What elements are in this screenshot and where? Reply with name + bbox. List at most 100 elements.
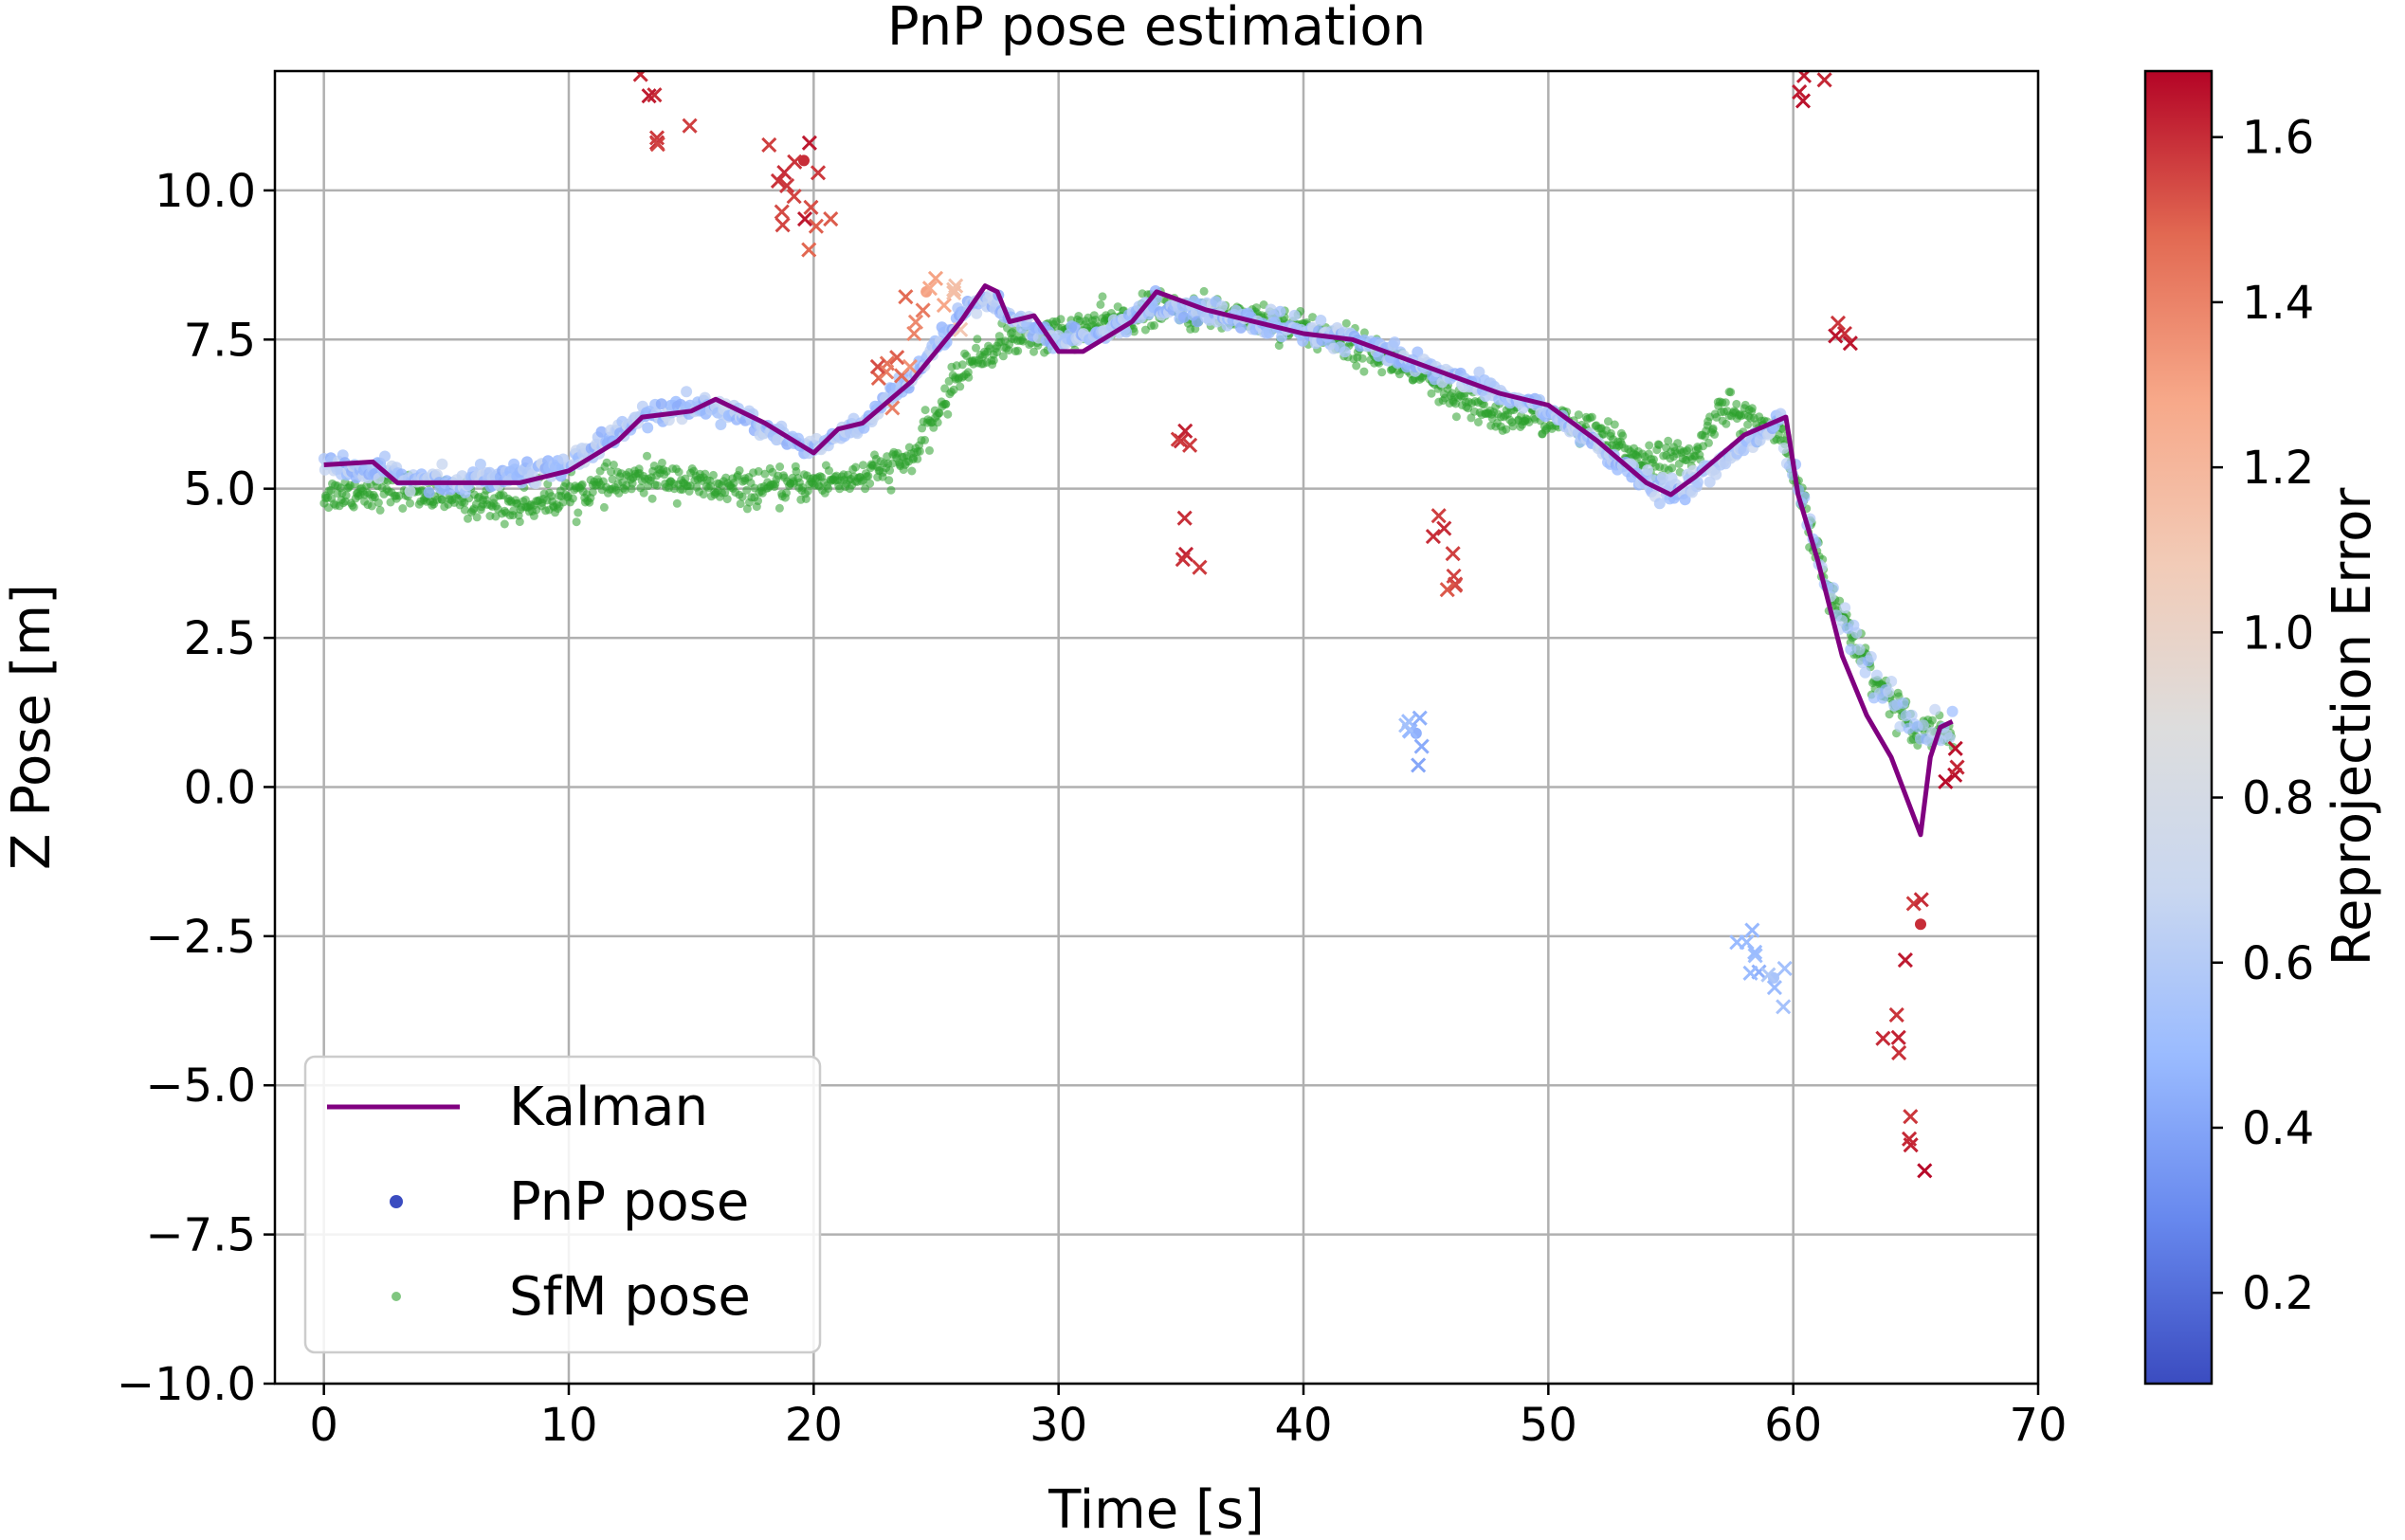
pnp-outlier-marker — [936, 298, 952, 314]
pnp-points-layer — [318, 71, 1965, 1179]
pnp-outlier-marker — [1828, 328, 1844, 344]
sfm-point — [1574, 410, 1583, 420]
pnp-outlier-marker — [1430, 508, 1447, 524]
pnp-point — [1870, 669, 1883, 681]
pnp-point — [1473, 366, 1485, 378]
pnp-outlier-marker — [787, 154, 803, 170]
sfm-point — [1667, 463, 1677, 473]
sfm-point — [1732, 399, 1741, 408]
pnp-point — [1917, 719, 1929, 732]
sfm-point — [1604, 417, 1612, 426]
pnp-outlier-marker — [1425, 528, 1441, 545]
sfm-point — [907, 466, 917, 476]
sfm-point — [1618, 431, 1628, 441]
sfm-point — [607, 467, 615, 477]
sfm-point — [674, 467, 683, 477]
sfm-point — [1654, 441, 1664, 449]
pnp-outlier-marker — [946, 284, 962, 300]
sfm-point — [1427, 389, 1436, 398]
sfm-point — [1091, 316, 1100, 324]
pnp-outlier-marker — [1747, 948, 1763, 964]
sfm-point — [437, 495, 446, 504]
sfm-point — [1685, 444, 1694, 453]
sfm-point — [472, 513, 482, 522]
pnp-outlier-marker — [779, 177, 795, 194]
pnp-point — [1929, 703, 1941, 716]
kalman-line — [323, 283, 1954, 838]
colorbar-tick-label: 1.2 — [2242, 442, 2314, 495]
pnp-outlier-marker — [1446, 568, 1462, 584]
pnp-point — [1894, 720, 1906, 733]
sfm-point — [643, 451, 651, 461]
sfm-point — [1377, 368, 1387, 377]
sfm-point — [647, 494, 657, 503]
sfm-point — [657, 458, 666, 467]
pnp-point — [1886, 676, 1898, 687]
pnp-point — [595, 426, 608, 438]
x-tick-label: 50 — [1520, 1399, 1577, 1452]
sfm-point — [1587, 412, 1596, 422]
sfm-point — [1029, 347, 1038, 356]
sfm-point — [1150, 320, 1159, 330]
x-tick-label: 70 — [2009, 1399, 2067, 1452]
pnp-outlier-marker — [786, 189, 802, 205]
pnp-outlier-marker — [1830, 315, 1847, 331]
sfm-point — [1722, 419, 1731, 428]
pnp-outlier-marker — [1413, 738, 1430, 754]
legend-pnp-label: PnP pose — [509, 1171, 749, 1233]
x-tick-label: 30 — [1029, 1399, 1087, 1452]
x-axis-label: Time [s] — [1048, 1479, 1265, 1540]
sfm-point — [1056, 315, 1066, 324]
sfm-point — [577, 480, 587, 489]
pnp-outlier-point — [1915, 918, 1926, 931]
sfm-point — [944, 376, 954, 386]
x-tick-label: 10 — [539, 1399, 597, 1452]
sfm-point — [920, 406, 930, 415]
legend-box — [303, 1055, 822, 1354]
sfm-point — [672, 498, 682, 508]
pnp-point — [1389, 336, 1401, 349]
sfm-point — [574, 508, 583, 517]
sfm-point — [998, 352, 1008, 361]
y-tick-label: 2.5 — [184, 612, 256, 665]
sfm-point — [792, 466, 801, 476]
pnp-outlier-marker — [648, 130, 665, 146]
sfm-point — [1359, 328, 1369, 337]
pnp-outlier-marker — [1747, 944, 1763, 960]
colorbar-label: Reprojection Error — [2322, 487, 2383, 967]
pnp-outlier-marker — [801, 135, 817, 151]
sfm-point — [884, 476, 894, 485]
colorbar-tick-label: 0.8 — [2242, 772, 2314, 825]
pnp-point — [715, 419, 727, 430]
sfm-point — [865, 479, 875, 488]
pnp-outlier-marker — [803, 199, 819, 215]
x-tick-label: 0 — [309, 1399, 338, 1452]
sfm-point — [825, 466, 833, 476]
sfm-point — [1129, 327, 1139, 336]
pnp-point — [1642, 464, 1653, 476]
x-tick-label: 40 — [1274, 1399, 1332, 1452]
sfm-point — [1502, 425, 1511, 434]
pnp-point — [1192, 316, 1203, 328]
pnp-point — [1653, 498, 1666, 510]
sfm-point — [933, 418, 942, 427]
sfm-point — [1352, 361, 1361, 371]
y-tick-label: −2.5 — [145, 911, 256, 964]
pnp-outlier-marker — [1439, 582, 1455, 598]
sfm-point — [1743, 420, 1753, 429]
sfm-point — [1747, 404, 1757, 413]
pnp-point — [1905, 709, 1918, 721]
pnp-outlier-marker — [1903, 1109, 1919, 1125]
sfm-point — [972, 343, 980, 353]
pnp-point — [1315, 315, 1327, 326]
pnp-outlier-marker — [1842, 335, 1858, 352]
sfm-point — [588, 487, 597, 497]
pnp-point — [1235, 321, 1247, 334]
sfm-point — [1359, 367, 1369, 376]
pnp-outlier-marker — [1182, 437, 1198, 453]
sfm-point — [918, 424, 927, 433]
pnp-outlier-marker — [774, 217, 791, 233]
pnp-outlier-marker — [1776, 960, 1793, 976]
sfm-point — [973, 335, 982, 344]
